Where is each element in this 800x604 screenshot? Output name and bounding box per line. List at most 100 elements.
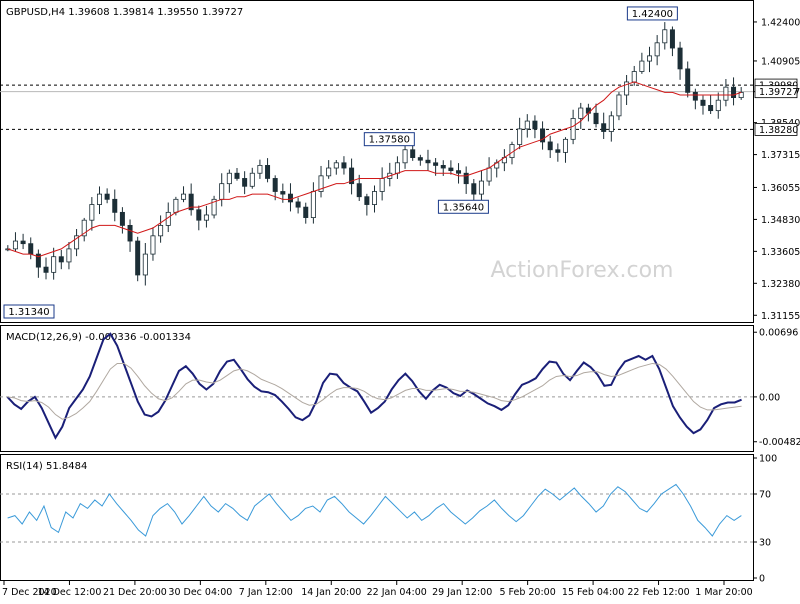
candle-body [601, 123, 607, 132]
annotation-box-3 [3, 304, 55, 319]
candle-body [150, 235, 156, 255]
candle-body [433, 162, 439, 166]
x-tick-label: 15 Feb 04:00 [562, 587, 624, 598]
candle-body [349, 167, 355, 185]
candle-body [402, 149, 408, 164]
candle-body [287, 193, 293, 203]
rsi-tick-label: 0 [759, 574, 765, 585]
candle-body [135, 240, 141, 276]
candle-body [593, 112, 599, 125]
candle-body [203, 214, 209, 221]
candle-body [43, 266, 49, 273]
x-tick-label: 22 Feb 12:00 [627, 587, 689, 598]
candle-body [616, 94, 622, 117]
macd-panel-frame [0, 325, 754, 452]
candle-body [364, 196, 370, 205]
y-tick-label: 1.32380 [761, 279, 800, 290]
candle-body [425, 159, 431, 164]
x-tick-label: 7 Dec 2020 [2, 587, 57, 598]
macd-tick-label: 0.00696 [759, 328, 798, 339]
annotation-box-0 [626, 6, 678, 21]
candle-body [158, 225, 164, 237]
y-tick-label: 1.42400 [761, 17, 800, 28]
candle-body [12, 240, 18, 250]
candle-body [318, 175, 324, 192]
annotation-box-2 [437, 199, 489, 214]
y-tick-label: 1.34830 [761, 215, 800, 226]
candle-body [188, 193, 194, 211]
ma-line [7, 81, 742, 258]
candle-body [326, 167, 332, 177]
candle-body [173, 198, 179, 213]
rsi-y-axis: 100 70 30 0 [753, 454, 777, 585]
candle-body [677, 47, 683, 70]
main-levels [0, 84, 753, 130]
axis-price-label-1: 1.39727 [759, 87, 798, 98]
candle-body [486, 167, 492, 182]
x-tick-label: 5 Feb 20:00 [499, 587, 555, 598]
candle-body [647, 55, 653, 62]
candle-body [272, 178, 278, 192]
candle-body [356, 183, 362, 198]
rsi-header: RSI(14) 51.8484 [6, 461, 87, 472]
candles [5, 22, 744, 286]
rsi-panel-frame [0, 454, 754, 581]
candle-body [631, 71, 637, 83]
annotation-box-1 [363, 132, 415, 147]
candle-body [700, 99, 706, 106]
candle-body [74, 235, 80, 250]
axis-price-box-2 [754, 123, 798, 136]
rsi-tick-label: 70 [759, 490, 771, 501]
candle-body [478, 180, 484, 195]
main-panel-frame [0, 0, 754, 323]
candle-body [608, 115, 614, 132]
candle-body [333, 162, 339, 169]
x-tick-label: 7 Jan 12:00 [239, 587, 293, 598]
candle-body [517, 128, 523, 145]
candle-body [570, 118, 576, 140]
y-tick-label: 1.33605 [761, 247, 800, 258]
candle-body [708, 105, 714, 112]
candle-body [440, 165, 446, 169]
annotation-label-0: 1.42400 [632, 9, 673, 20]
candle-body [119, 211, 125, 226]
y-tick-label: 1.40905 [761, 56, 800, 67]
candle-body [196, 209, 202, 221]
macd-y-axis: 0.00696 0.00 -0.004826 [753, 328, 800, 448]
candle-body [219, 183, 225, 200]
candle-body [104, 193, 110, 200]
x-tick-label: 1 Mar 20:00 [695, 587, 752, 598]
macd-tick-label: -0.004826 [759, 437, 800, 448]
annotation-label-3: 1.31340 [8, 307, 49, 318]
y-tick-label: 1.36055 [761, 183, 800, 194]
macd-line [6, 332, 742, 440]
rsi-line [7, 483, 742, 537]
candle-body [280, 191, 286, 195]
candle-body [295, 201, 301, 208]
candle-body [524, 120, 530, 130]
axis-price-label-2: 1.38280 [759, 125, 798, 136]
candle-body [654, 42, 660, 57]
candle-body [624, 81, 630, 96]
candle-body [371, 191, 378, 205]
candle-body [547, 141, 553, 151]
candle-body [471, 183, 477, 195]
x-tick-label: 22 Jan 04:00 [367, 587, 427, 598]
macd-header: MACD(12,26,9) -0.000336 -0.001334 [6, 332, 191, 343]
candle-body [417, 157, 423, 161]
candle-body [723, 86, 729, 101]
candle-body [181, 193, 187, 200]
candle-body [639, 60, 645, 72]
candle-body [35, 253, 41, 268]
candle-body [265, 165, 271, 179]
candle-body [685, 68, 691, 93]
candle-body [257, 165, 263, 174]
candle-body [303, 206, 309, 218]
candle-body [211, 198, 217, 216]
main-annotations: 1.42400 1.37580 1.35640 1.31340 [3, 6, 678, 319]
rsi-lines [0, 483, 753, 543]
candle-body [20, 240, 26, 245]
candle-body [448, 167, 454, 172]
candle-body [66, 248, 72, 263]
